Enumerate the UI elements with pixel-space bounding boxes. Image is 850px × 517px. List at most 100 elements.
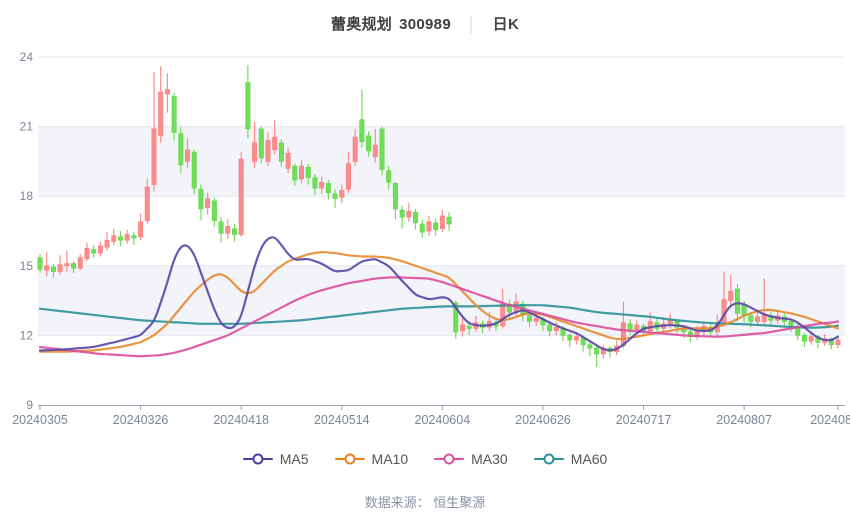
stock-name: 蕾奥规划 (330, 16, 393, 33)
candle-body (292, 165, 298, 181)
candle-body (808, 336, 814, 342)
candle-body (225, 226, 231, 234)
legend-item-ma5[interactable]: MA5 (242, 451, 309, 467)
chart-legend: MA5 MA10 MA30 MA60 (0, 451, 850, 467)
candle-body (573, 336, 579, 341)
candle-body (748, 315, 754, 322)
candle-body (285, 152, 291, 169)
y-tick-label: 21 (20, 120, 34, 134)
candle-body (164, 89, 170, 95)
candle-body (198, 188, 204, 210)
candle-body (44, 265, 50, 271)
ma-line-ma30 (38, 276, 840, 358)
candle-body (272, 136, 278, 151)
candle-body (399, 209, 405, 218)
legend-label: MA5 (279, 451, 309, 467)
legend-swatch-icon (533, 452, 564, 466)
legend-label: MA30 (471, 451, 508, 467)
ma-line-ma5 (38, 236, 840, 352)
period-label: 日K (492, 16, 520, 33)
x-tick-label: 20240305 (12, 413, 68, 427)
candle-body (151, 128, 157, 185)
candle-body (459, 324, 465, 332)
candle-body (144, 186, 150, 221)
chart-title: 蕾奥规划 300989 │ 日K (0, 13, 850, 34)
y-tick-label: 9 (26, 398, 33, 412)
legend-swatch-icon (434, 452, 465, 466)
candle-body (138, 221, 144, 238)
chart-band (38, 126, 845, 197)
candle-body (728, 291, 734, 301)
candle-body (178, 133, 184, 166)
candle-body (97, 245, 103, 254)
candle-body (37, 257, 43, 270)
candle-body (392, 183, 398, 210)
candle-body (413, 212, 419, 224)
candle-body (57, 264, 63, 272)
legend-item-ma30[interactable]: MA30 (434, 451, 508, 467)
candle-body (238, 158, 244, 235)
candle-body (426, 221, 432, 232)
candle-body (278, 142, 284, 162)
candle-body (419, 223, 425, 233)
candle-body (171, 96, 177, 133)
candle-body (117, 236, 123, 241)
x-tick-label: 20240604 (415, 413, 471, 427)
candle-body (533, 317, 539, 322)
ma-line-ma60 (38, 304, 840, 329)
candle-body (131, 235, 137, 239)
candle-body (466, 325, 472, 329)
candle-body (124, 234, 130, 241)
candle-body (634, 324, 640, 330)
candle-body (104, 239, 110, 248)
candle-body (245, 82, 251, 130)
data-source: 数据来源： 恒生聚源 (364, 495, 486, 510)
candle-body (77, 257, 83, 269)
candle-body (835, 339, 841, 345)
candle-body (339, 190, 345, 198)
x-tick-label: 20240514 (314, 413, 370, 427)
candle-body (755, 316, 761, 322)
candle-body (64, 263, 70, 267)
candle-body (325, 183, 331, 194)
candle-body (527, 315, 533, 322)
candle-body (439, 215, 445, 229)
candle-body (788, 321, 794, 327)
x-tick-label: 20240807 (716, 413, 772, 427)
legend-label: MA10 (371, 451, 409, 467)
candle-body (205, 198, 211, 209)
candle-body (567, 335, 573, 341)
candle-body (332, 193, 338, 199)
candle-body (446, 216, 452, 225)
y-tick-label: 24 (20, 50, 34, 64)
candle-body (211, 200, 217, 221)
legend-item-ma10[interactable]: MA10 (334, 451, 409, 467)
candle-body (386, 170, 392, 183)
candle-body (252, 142, 258, 162)
x-tick-label: 20240626 (515, 413, 571, 427)
candle-body (627, 323, 633, 330)
x-tick-label: 20240827 (810, 413, 850, 427)
candle-body (795, 325, 801, 336)
ma-line-ma10 (38, 251, 840, 353)
candle-body (265, 140, 271, 162)
candle-body (91, 249, 97, 254)
candle-body (111, 235, 117, 242)
candle-body (305, 166, 311, 178)
candle-body (71, 263, 77, 269)
candle-body (406, 210, 412, 218)
candle-body (84, 248, 90, 260)
x-tick-label: 20240717 (616, 413, 672, 427)
candle-body (379, 128, 385, 170)
candle-body (50, 266, 56, 272)
legend-swatch-icon (334, 452, 365, 466)
candle-body (453, 302, 459, 333)
y-tick-label: 18 (20, 189, 34, 203)
candle-body (231, 228, 237, 235)
legend-item-ma60[interactable]: MA60 (533, 451, 607, 467)
candle-body (594, 347, 600, 355)
candle-body (345, 163, 351, 190)
candle-body (372, 144, 378, 158)
candle-body (359, 119, 365, 142)
